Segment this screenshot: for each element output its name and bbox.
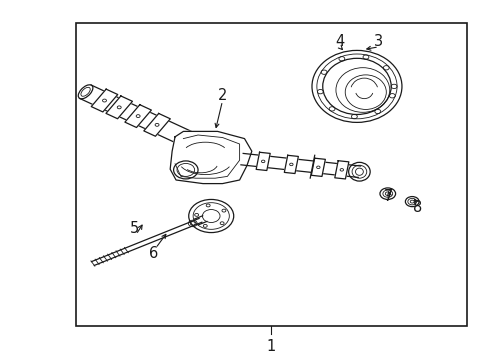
Polygon shape: [106, 96, 132, 119]
Text: 1: 1: [266, 339, 275, 354]
Polygon shape: [143, 113, 170, 136]
Polygon shape: [284, 155, 298, 174]
Polygon shape: [241, 153, 360, 177]
Polygon shape: [91, 89, 118, 112]
Polygon shape: [334, 161, 348, 179]
Polygon shape: [256, 152, 270, 171]
Polygon shape: [124, 105, 151, 127]
Text: 3: 3: [374, 34, 383, 49]
Text: 6: 6: [149, 246, 158, 261]
Text: 2: 2: [217, 88, 227, 103]
Text: 8: 8: [413, 199, 422, 215]
Text: 4: 4: [335, 34, 344, 49]
Polygon shape: [91, 219, 202, 265]
Polygon shape: [311, 158, 325, 176]
Polygon shape: [80, 85, 196, 147]
Polygon shape: [170, 131, 251, 184]
Text: 5: 5: [130, 221, 139, 236]
Text: 7: 7: [383, 189, 393, 204]
Bar: [76, 23, 466, 326]
